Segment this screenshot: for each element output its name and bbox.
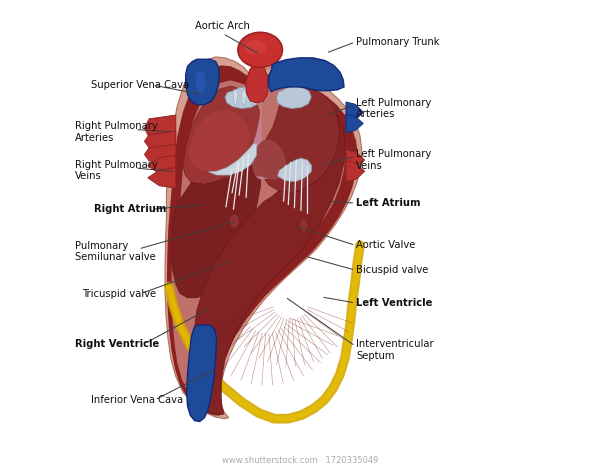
Ellipse shape: [299, 219, 308, 232]
Polygon shape: [225, 87, 260, 109]
Polygon shape: [165, 57, 362, 419]
Polygon shape: [145, 115, 176, 141]
Polygon shape: [268, 58, 344, 92]
Ellipse shape: [229, 214, 239, 228]
Polygon shape: [346, 102, 363, 123]
Polygon shape: [245, 67, 268, 103]
Text: Left Pulmonary
Arteries: Left Pulmonary Arteries: [356, 98, 431, 119]
Text: Right Atrium: Right Atrium: [94, 204, 166, 214]
Polygon shape: [192, 114, 345, 415]
Polygon shape: [188, 110, 250, 172]
Polygon shape: [233, 90, 238, 105]
Text: Bicuspid valve: Bicuspid valve: [356, 265, 428, 275]
Ellipse shape: [245, 40, 266, 55]
Text: Aortic Arch: Aortic Arch: [195, 22, 250, 31]
Polygon shape: [187, 325, 217, 422]
Text: Right Pulmonary
Veins: Right Pulmonary Veins: [75, 159, 158, 181]
Text: Tricuspid valve: Tricuspid valve: [82, 289, 156, 298]
Polygon shape: [278, 158, 312, 181]
Text: Right Pulmonary
Arteries: Right Pulmonary Arteries: [75, 121, 158, 143]
Polygon shape: [260, 90, 340, 193]
Text: Aortic Valve: Aortic Valve: [356, 240, 416, 251]
Polygon shape: [148, 156, 176, 176]
Polygon shape: [250, 90, 255, 105]
Text: Left Atrium: Left Atrium: [356, 198, 421, 208]
Polygon shape: [346, 161, 365, 181]
Polygon shape: [209, 144, 257, 175]
Polygon shape: [172, 80, 345, 413]
Polygon shape: [148, 167, 176, 188]
Polygon shape: [183, 86, 260, 184]
Text: Pulmonary Trunk: Pulmonary Trunk: [356, 37, 440, 47]
Polygon shape: [185, 59, 220, 105]
Polygon shape: [346, 114, 363, 133]
Polygon shape: [172, 132, 262, 298]
Polygon shape: [346, 150, 365, 170]
Text: www.shutterstock.com · 1720335049: www.shutterstock.com · 1720335049: [222, 456, 378, 465]
Text: Superior Vena Cava: Superior Vena Cava: [91, 80, 190, 90]
Polygon shape: [252, 80, 279, 180]
Text: Left Pulmonary
Veins: Left Pulmonary Veins: [356, 149, 431, 171]
Ellipse shape: [196, 70, 206, 93]
Text: Interventricular
Septum: Interventricular Septum: [356, 339, 434, 360]
Text: Pulmonary
Semilunar valve: Pulmonary Semilunar valve: [75, 241, 156, 262]
Polygon shape: [241, 90, 247, 105]
Text: Inferior Vena Cava: Inferior Vena Cava: [91, 395, 184, 405]
Polygon shape: [167, 65, 358, 415]
Polygon shape: [277, 86, 311, 109]
Polygon shape: [145, 144, 176, 164]
Polygon shape: [253, 139, 287, 180]
Text: Right Ventricle: Right Ventricle: [75, 339, 160, 349]
Ellipse shape: [238, 32, 283, 68]
Text: Left Ventricle: Left Ventricle: [356, 298, 433, 308]
Polygon shape: [145, 131, 176, 152]
